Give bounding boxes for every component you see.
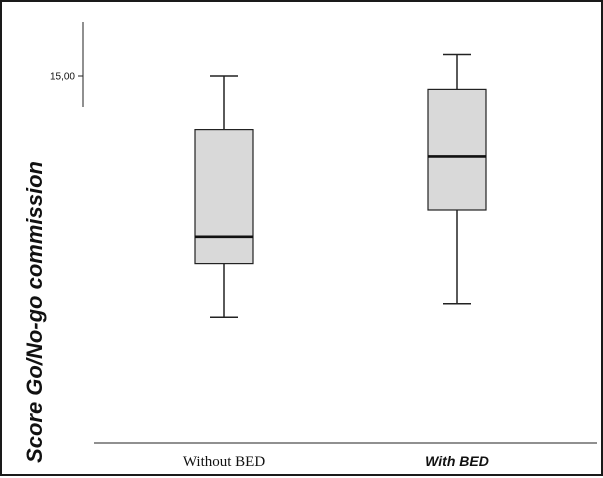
x-category-label: With BED: [425, 453, 489, 469]
boxes: [194, 53, 487, 318]
axes: [82, 22, 597, 444]
iqr-box: [194, 128, 254, 265]
iqr-box: [427, 88, 487, 211]
y-tick-label: 15,00: [50, 72, 75, 83]
y-ticks: 15,00: [50, 72, 83, 83]
y-axis-label: Score Go/No-go commission: [22, 161, 47, 463]
category-labels: Without BED With BED: [183, 453, 489, 470]
x-category-label: Without BED: [183, 454, 265, 470]
